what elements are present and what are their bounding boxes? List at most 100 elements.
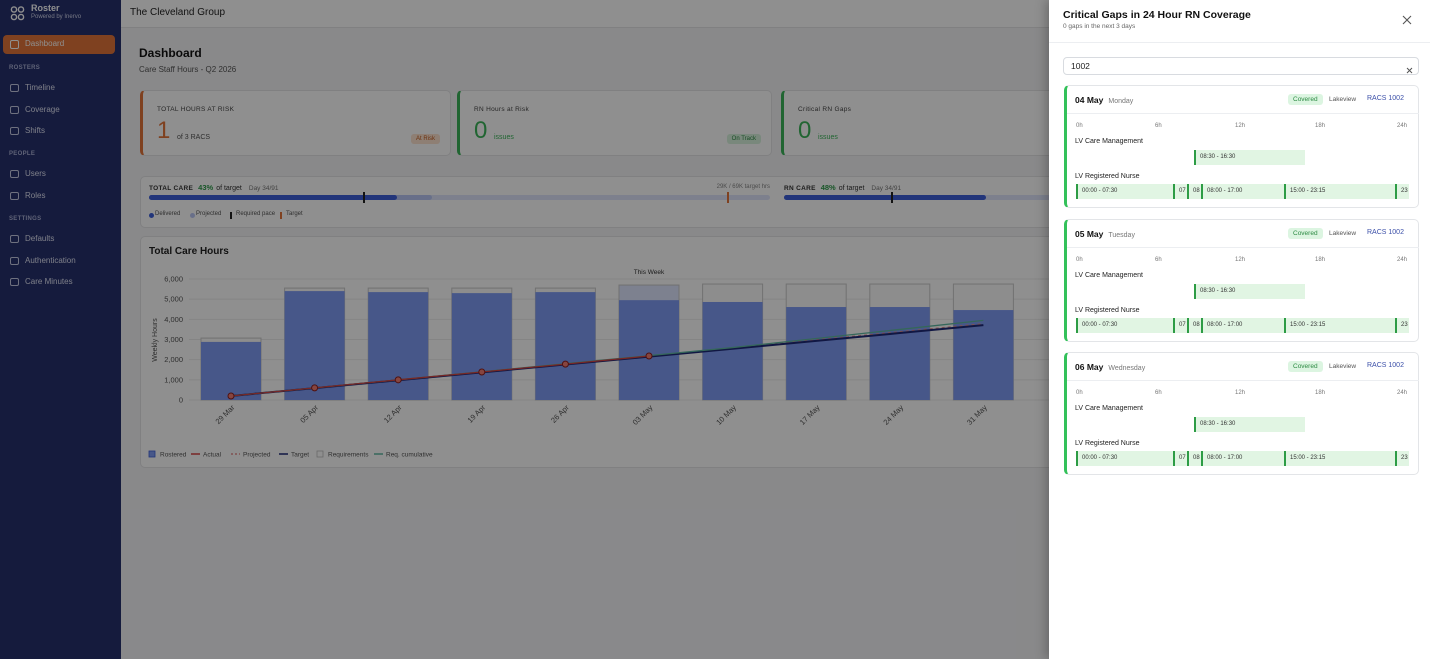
shift-label: 08 [1193,321,1200,328]
day-card: 06 May Wednesday Covered Lakeview RACS 1002 0… [1064,352,1419,475]
kpi-card: TOTAL HOURS AT RISK 1 of 3 RACS At Risk [140,90,451,156]
shift-block: 00:00 - 07:30 [1076,451,1173,466]
day-weekday: Monday [1108,98,1134,105]
nav-label: Authentication [25,255,76,265]
shift-label: 08:30 - 16:30 [1200,154,1236,160]
progress-delivered [149,195,398,200]
tagline: Powered by Inervo [31,14,82,20]
nav-item[interactable]: Defaults [3,230,115,248]
shift-block: 00:00 - 07:30 [1076,317,1173,333]
shift-label: 23 [1401,321,1408,328]
day-date: 05 May [1075,228,1104,239]
legend-label: Req. cumulative [386,452,433,459]
page-title: Dashboard [139,46,202,60]
progress-delivered [784,195,986,200]
nav-item[interactable]: Users [3,165,115,183]
timeline-axis-label: 12h [1235,123,1246,129]
actual-point [561,360,569,368]
shift-label: 15:00 - 23:15 [1290,188,1326,194]
progress-percent: 43% [198,183,214,192]
clear-button[interactable] [1405,62,1414,74]
modal-backdrop[interactable] [0,0,1049,659]
timeline-axis-label: 24h [1397,390,1408,396]
role-label: LV Registered Nurse [1075,306,1140,314]
nav-icon [10,235,19,243]
shift-label: 23 [1401,188,1408,194]
drawer-subtitle: 0 gaps in the next 3 days [1063,23,1136,30]
nav-heading: ROSTERS [9,65,41,71]
day-date: 04 May [1075,95,1104,105]
shift-block: 15:00 - 23:15 [1284,184,1395,199]
day-weekday: Tuesday [1108,231,1135,239]
status-badge: On Track [726,134,761,144]
legend-label: Actual [203,452,222,459]
nav-icon [10,40,19,49]
shift-block: 00:00 - 07:30 [1076,184,1173,199]
nav-item[interactable]: Care Minutes [3,273,115,291]
progress-panel [140,176,1120,228]
legend-label: Target [291,452,309,459]
facility-link[interactable]: RACS 1002 [1367,95,1404,102]
shift-block: 23 [1395,317,1409,333]
nav-item-active[interactable]: Dashboard [3,35,115,54]
facility-link[interactable]: RACS 1002 [1367,362,1404,369]
nav-item[interactable]: Shifts [3,122,115,140]
day-heading: 06 May Wednesday [1075,362,1145,372]
legend-label: Target [286,211,303,217]
nav-label: Users [25,169,46,178]
shift-label: 15:00 - 23:15 [1290,321,1326,328]
kpi-value: 1 [157,117,171,144]
progress-day: Day 34/91 [871,185,902,192]
site-name: Lakeview [1329,229,1357,237]
drawer: Critical Gaps in 24 Hour RN Coverage 0 ga… [1049,0,1430,659]
timeline-axis-label: 0h [1076,256,1083,263]
timeline-axis-label: 24h [1397,256,1408,263]
kpi-value: 0 [798,117,812,144]
nav-icon [10,170,19,178]
site-name: Lakeview [1329,363,1357,370]
role-label: LV Registered Nurse [1075,440,1140,447]
legend-swatch [316,450,324,458]
nav-item[interactable]: Authentication [3,252,115,270]
nav-label: Shifts [25,126,46,135]
progress-day: Day 34/91 [248,185,279,192]
nav-label: Dashboard [25,39,65,48]
rostered-bar [535,292,596,400]
facility-link[interactable]: RACS 1002 [1367,228,1404,236]
shift-label: 08 [1193,455,1200,461]
status-badge: Covered [1288,94,1323,105]
rostered-bar [451,293,512,400]
nav-item[interactable]: Timeline [3,79,115,97]
shift-label: 23 [1401,455,1408,461]
search-input[interactable]: 1002 [1063,57,1419,75]
nav-icon [10,278,19,286]
shift-label: 08:00 - 17:00 [1207,455,1243,461]
rostered-bar [869,307,930,400]
kpi-label: TOTAL HOURS AT RISK [157,106,235,113]
nav-heading: SETTINGS [9,216,42,222]
legend-label: Projected [243,452,271,459]
nav-item[interactable]: Roles [3,187,115,205]
nav-icon [10,127,19,135]
progress-label: TOTAL CARE [149,185,194,192]
legend-label: Projected [196,211,222,217]
card-divider [1067,246,1419,248]
shift-block: 07 [1173,184,1187,199]
kpi-detail: of 3 RACS [177,134,211,141]
nav-label: Care Minutes [25,277,73,286]
y-tick-label: 5,000 [164,295,183,304]
target-marker [726,192,729,203]
shift-label: 08 [1193,188,1200,194]
shift-block: 08:00 - 17:00 [1201,451,1284,466]
progress-label-row: RN CARE 48% of target Day 34/91 [784,183,901,192]
day-heading: 04 May Monday [1075,95,1133,105]
nav-item[interactable]: Coverage [3,101,115,119]
nav-icon [10,256,19,265]
shift-block: 15:00 - 23:15 [1284,451,1395,466]
shift-label: 07 [1179,455,1186,461]
rostered-bar [284,291,345,400]
close-button[interactable] [1401,13,1413,25]
progress-label: RN CARE [784,185,816,192]
kpi-label: RN Hours at Risk [474,106,530,113]
